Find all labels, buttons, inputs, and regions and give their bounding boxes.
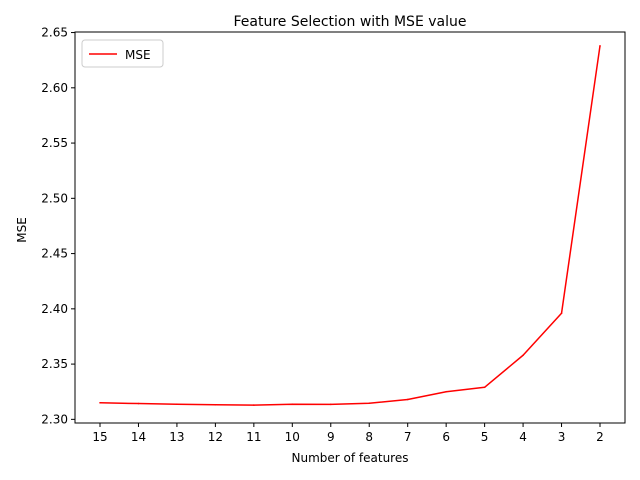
x-tick-label: 2 — [596, 430, 604, 444]
data-point — [445, 390, 447, 393]
y-tick-label: 2.40 — [41, 302, 68, 316]
data-point — [291, 403, 294, 406]
legend: MSE — [81, 39, 164, 68]
legend-label-mse: MSE — [125, 48, 151, 62]
legend-box — [81, 39, 164, 68]
plot-frame — [74, 31, 626, 424]
x-tick-label: 13 — [169, 430, 184, 444]
x-tick-label: 8 — [365, 430, 373, 444]
x-tick-label: 10 — [285, 430, 300, 444]
y-tick-label: 2.55 — [41, 136, 68, 150]
x-tick-label: 7 — [404, 430, 412, 444]
x-axis-label: Number of features — [292, 451, 409, 465]
x-tick-label: 14 — [131, 430, 146, 444]
y-tick-label: 2.35 — [41, 357, 68, 371]
data-point — [522, 354, 524, 357]
y-tick-label: 2.45 — [41, 247, 68, 261]
data-point — [176, 403, 178, 406]
x-axis-ticks: 15 14 13 12 11 10 9 8 7 6 5 4 3 2 — [92, 423, 604, 444]
x-tick-label: 12 — [208, 430, 223, 444]
x-tick-label: 15 — [92, 430, 107, 444]
chart-title: Feature Selection with MSE value — [234, 14, 467, 30]
data-point — [99, 401, 101, 404]
data-point — [483, 386, 486, 389]
data-point — [560, 312, 563, 315]
y-tick-label: 2.65 — [41, 26, 68, 40]
series-layer — [99, 45, 601, 406]
x-tick-label: 5 — [481, 430, 489, 444]
data-point — [214, 403, 217, 406]
y-tick-label: 2.50 — [41, 191, 68, 205]
y-axis-label: MSE — [15, 217, 29, 243]
plot-area — [74, 31, 626, 424]
x-tick-label: 6 — [442, 430, 450, 444]
data-point — [599, 45, 601, 47]
data-point — [253, 404, 255, 406]
data-point — [137, 402, 140, 405]
data-point — [329, 403, 332, 406]
data-point — [406, 398, 409, 401]
x-tick-label: 3 — [558, 430, 566, 444]
x-tick-label: 11 — [246, 430, 261, 444]
y-tick-label: 2.30 — [41, 412, 68, 426]
y-tick-label: 2.60 — [41, 81, 68, 95]
data-point — [368, 402, 371, 405]
x-tick-label: 4 — [519, 430, 527, 444]
y-axis-ticks: 2.30 2.35 2.40 2.45 2.50 2.55 2.60 2.65 — [41, 26, 75, 426]
series-line-mse — [99, 45, 601, 406]
x-tick-label: 9 — [327, 430, 335, 444]
